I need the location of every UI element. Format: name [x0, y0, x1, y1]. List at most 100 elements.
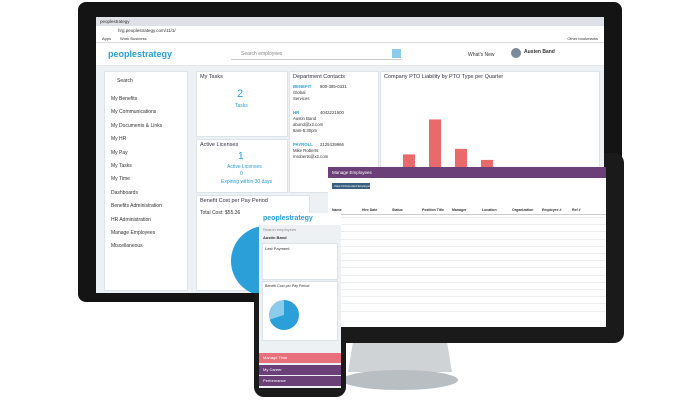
modal-title: Manage Employees [332, 170, 372, 175]
nav-item[interactable]: My Documents & Links [111, 122, 163, 129]
contact-line: Austin Band [293, 116, 317, 121]
table-row [328, 245, 606, 247]
pie [269, 300, 299, 330]
nav-item[interactable]: Miscellaneous [111, 243, 143, 250]
tablet-screen: Manage Employees View Unbounded Employee… [328, 167, 606, 327]
nav-button[interactable]: Performance [259, 376, 341, 386]
expiring-count: 0 [240, 171, 243, 177]
nav-item[interactable]: HR Administration [111, 216, 152, 223]
contact-line: 2125439966 [320, 142, 344, 147]
column-header[interactable]: Name [332, 208, 342, 212]
nav-item[interactable]: My Pay [111, 149, 128, 156]
nav-item[interactable]: Benefits Administration [111, 203, 162, 210]
app-header: peoplestrategy Search employees What's N… [96, 43, 604, 66]
avatar[interactable] [511, 48, 521, 58]
contact-line: abond@x2.com [293, 122, 324, 127]
user-name[interactable]: Austen Band [524, 49, 555, 55]
search-button[interactable] [392, 49, 401, 58]
table-row [328, 231, 606, 233]
contact-dept[interactable]: PAYROLL [293, 142, 313, 147]
address-bar: hrg.peoplestrategy.com/11/1/ [96, 26, 604, 35]
card: Benefit Cost per Pay Period [262, 281, 338, 341]
contact-dept[interactable]: BENEFIT [293, 84, 312, 89]
column-header[interactable]: Ref # [572, 208, 581, 212]
column-header[interactable]: Position Title [422, 208, 444, 212]
table-row [328, 217, 606, 218]
table-header: Name Hire Date Status Position Title Manager… [328, 207, 606, 215]
contact-line: 4042221600 [320, 110, 344, 115]
widget-title: Benefit Cost per Pay Period [200, 198, 268, 204]
contact-line: 8am-5:30pm [293, 128, 318, 133]
table-row [328, 289, 606, 290]
logo[interactable]: peoplestrategy [108, 49, 173, 59]
tab[interactable]: peoplestrategy [100, 19, 130, 24]
nav-item[interactable]: Dashboards [111, 189, 138, 196]
contact-line: 800-385-0331 [320, 84, 347, 89]
card: Last Payment [262, 243, 338, 280]
phone-buttons: Manage Time My Career Performance [259, 353, 341, 388]
phone-header: peoplestrategy [259, 213, 341, 225]
total-cost: Total Cost: $55.36 [200, 210, 241, 216]
table-row [328, 267, 606, 269]
expiring-label[interactable]: Expiring within 30 days [221, 179, 273, 185]
task-label[interactable]: Tasks [235, 103, 248, 109]
table-row [328, 303, 606, 305]
nav-button[interactable]: My Career [259, 364, 341, 375]
search-placeholder: Search employees [241, 51, 283, 57]
nav-item[interactable]: My HR [111, 136, 127, 143]
widget-title: Active Licenses [200, 142, 239, 148]
bookmark[interactable]: Apps [102, 36, 112, 41]
user-name[interactable]: Austin Band [263, 235, 287, 240]
phone-screen: peoplestrategy Search employees Austin B… [259, 213, 341, 388]
logo[interactable]: peoplestrategy [263, 215, 313, 222]
widget: Active Licenses 1 Active Licenses 0 Expi… [196, 139, 288, 193]
column-header[interactable]: Organization [512, 208, 534, 212]
nav-button[interactable]: Manage Time [259, 353, 341, 363]
widget-title: Company PTO Liability by PTO Type per Qu… [384, 74, 504, 80]
search[interactable]: Search employees [263, 227, 297, 232]
bookmark[interactable]: Work Business [120, 36, 147, 41]
sidebar-search[interactable]: Search [117, 78, 133, 84]
table-row [328, 310, 606, 312]
column-header[interactable]: Employee # [542, 208, 562, 212]
table-row [328, 238, 606, 240]
contact-line: Global [293, 90, 306, 95]
bookmark[interactable]: Other bookmarks [567, 36, 598, 41]
table-row [328, 224, 606, 226]
table-row [328, 253, 606, 254]
column-header[interactable]: Location [482, 208, 497, 212]
button[interactable]: View Unbounded Employees [332, 183, 372, 189]
nav-item[interactable]: Manage Employees [111, 230, 156, 236]
nav-item[interactable]: My Communications [111, 109, 157, 116]
bar [429, 119, 441, 182]
column-header[interactable]: Status [392, 208, 403, 212]
whats-new[interactable]: What's New [468, 52, 495, 58]
contact-line: Services [293, 96, 310, 101]
search-box[interactable]: Search employees [231, 49, 401, 60]
table-row [328, 274, 606, 276]
widget: My Tasks 2 Tasks [196, 71, 288, 137]
table-row [328, 296, 606, 298]
contact-line: mroberts@x2.com [293, 154, 329, 159]
widget-title: My Tasks [200, 74, 223, 80]
contact-line: Mike Roberts [293, 148, 319, 153]
contact-dept[interactable]: HR [293, 110, 300, 115]
nav-item[interactable]: My Time [111, 176, 130, 183]
tab-bar: peoplestrategy [96, 17, 604, 26]
monitor-base [342, 370, 458, 390]
nav-item[interactable]: My Benefits [111, 96, 138, 102]
column-header[interactable]: Manager [452, 208, 467, 212]
table-row [328, 260, 606, 262]
card-title: Last Payment [265, 246, 290, 251]
bookmarks-bar: Apps Work Business Other bookmarks [96, 35, 604, 43]
sidebar: Search My Benefits My Communications My Doc… [104, 71, 188, 291]
table-row [328, 281, 606, 283]
license-label[interactable]: Active Licenses [227, 164, 262, 170]
license-count: 1 [238, 151, 244, 162]
column-header[interactable]: Hire Date [362, 208, 378, 212]
url[interactable]: hrg.peoplestrategy.com/11/1/ [118, 28, 176, 33]
modal-header: Manage Employees [328, 167, 606, 178]
nav-item[interactable]: My Tasks [111, 163, 132, 169]
widget-title: Department Contacts [293, 74, 345, 80]
